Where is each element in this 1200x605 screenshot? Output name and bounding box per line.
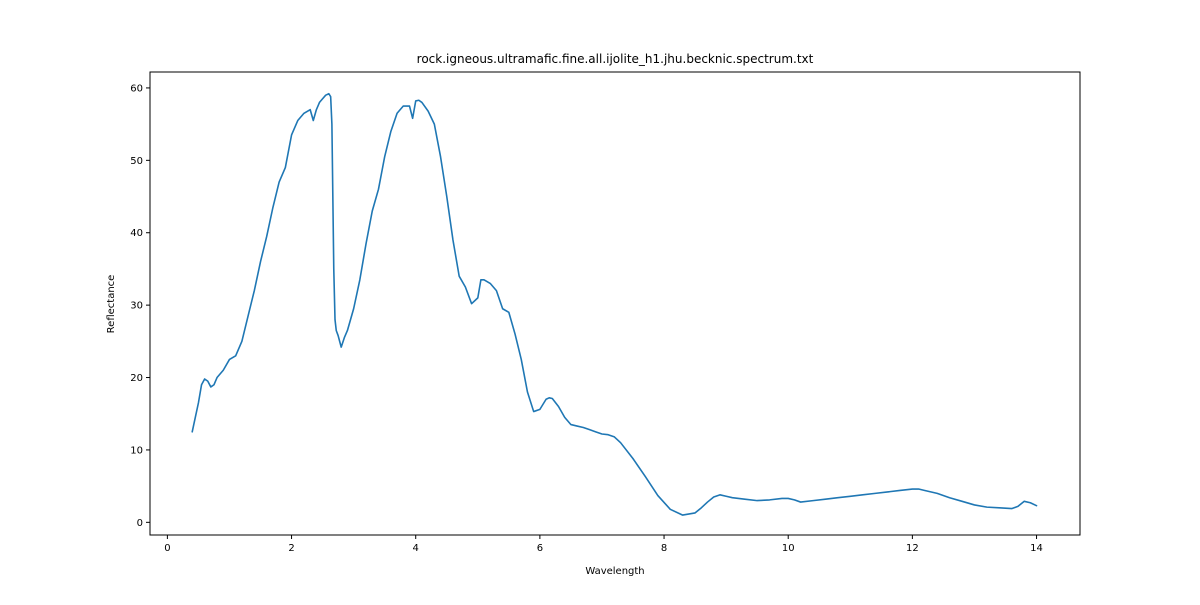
y-tick-label: 10: [130, 445, 143, 456]
x-tick-label: 8: [661, 543, 667, 554]
x-tick-label: 2: [288, 543, 294, 554]
y-tick-label: 30: [130, 301, 143, 312]
y-tick-label: 20: [130, 373, 143, 384]
y-axis-label: Reflectance: [106, 275, 117, 334]
y-tick-label: 60: [130, 83, 143, 94]
series-line: [191, 92, 1038, 516]
x-tick-label: 6: [537, 543, 543, 554]
x-tick-label: 4: [413, 543, 419, 554]
y-axis: 0 10 20 30 40 50 60: [130, 83, 150, 529]
x-tick-label: 0: [164, 543, 170, 554]
chart-title: rock.igneous.ultramafic.fine.all.ijolite…: [417, 52, 814, 66]
y-tick-label: 40: [130, 228, 143, 239]
axes-frame: [149, 71, 1081, 536]
y-tick-label: 0: [137, 518, 143, 529]
x-tick-label: 14: [1030, 543, 1043, 554]
x-axis-label: Wavelength: [585, 566, 644, 577]
x-tick-label: 10: [782, 543, 795, 554]
y-tick-label: 50: [130, 156, 143, 167]
x-tick-label: 12: [906, 543, 919, 554]
x-axis: 0 2 4 6 8 10 12 14: [164, 535, 1043, 554]
plot-area: [191, 92, 1038, 516]
